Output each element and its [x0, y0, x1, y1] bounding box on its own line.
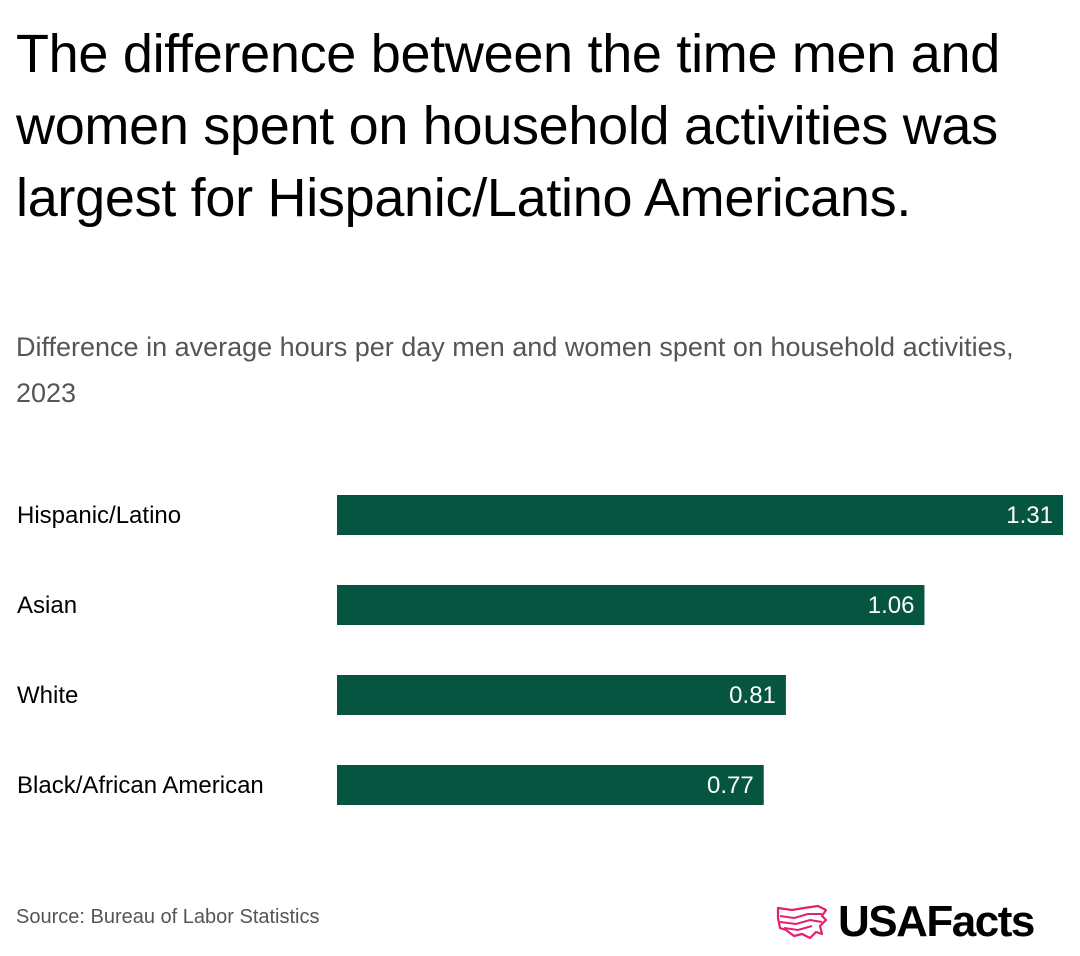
category-label: White	[17, 682, 78, 709]
logo-text: USAFacts	[838, 897, 1035, 946]
value-label: 0.77	[707, 772, 754, 799]
value-label: 1.06	[868, 592, 915, 619]
bar	[337, 765, 764, 805]
usa-map-icon	[776, 904, 828, 940]
bar-chart: Hispanic/Latino 1.31 Asian 1.06 White 0.81 Bla…	[17, 495, 1063, 805]
bar	[337, 495, 1063, 535]
category-label: Black/African American	[17, 772, 264, 799]
source-note: Source: Bureau of Labor Statistics	[16, 906, 320, 928]
bar	[337, 675, 786, 715]
chart-title: The difference between the time men and …	[16, 24, 1000, 228]
value-label: 0.81	[729, 682, 776, 709]
value-label: 1.31	[1006, 502, 1053, 529]
usafacts-logo: USAFacts	[774, 892, 1035, 952]
category-label: Asian	[17, 592, 77, 619]
chart-subtitle: Difference in average hours per day men …	[16, 332, 1014, 408]
category-label: Hispanic/Latino	[17, 502, 181, 529]
bar	[337, 585, 925, 625]
